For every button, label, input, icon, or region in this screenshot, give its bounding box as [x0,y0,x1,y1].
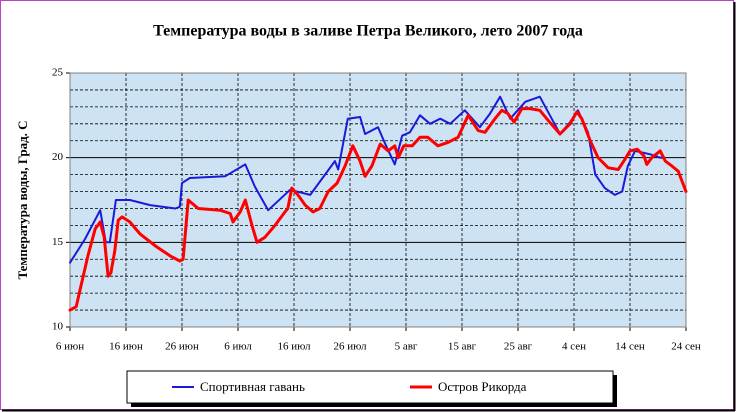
x-tick-label: 26 июн [165,341,199,353]
plot-area: 10 15 20 25 6 июн 16 июн 26 июн 6 июл 16 июл 26 и… [52,67,701,353]
plot-border [69,72,687,328]
x-tick-label: 25 авг [504,341,533,353]
x-tick-label: 16 июл [277,341,311,353]
legend: Спортивная гавань Остров Рикорда [126,370,617,407]
legend-label: Спортивная гавань [200,379,305,394]
y-tick-label: 10 [52,321,64,333]
legend-label: Остров Рикорда [438,379,527,394]
plot-background [70,73,686,327]
y-axis-label: Температура воды, Град. С [15,120,30,279]
series-line [68,107,688,312]
y-tick-label: 25 [52,67,64,79]
legend-box [126,370,614,404]
x-tick-label: 15 авг [448,341,477,353]
x-tick-label: 24 сен [671,341,701,353]
x-tick-label: 16 июн [109,341,143,353]
x-tick-label: 6 июн [56,341,84,353]
x-tick-label: 26 июл [333,341,367,353]
x-tick-label: 6 июл [224,341,252,353]
y-tick-label: 20 [52,151,64,163]
x-tick-label: 5 авг [395,341,418,353]
chart-title: Температура воды в заливе Петра Великого… [153,23,583,40]
x-tick-label: 14 сен [615,341,645,353]
x-tick-label: 4 сен [562,341,586,353]
y-tick-label: 15 [52,236,64,248]
series-line [69,95,666,264]
